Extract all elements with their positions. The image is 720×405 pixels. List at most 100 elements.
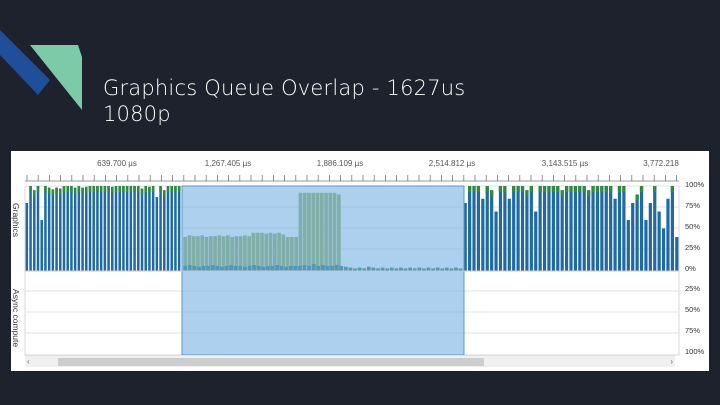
graphics-bar-cap bbox=[529, 186, 533, 192]
profiler-screenshot: Graphics Async compute 639.700 µs 1,267.… bbox=[11, 151, 709, 371]
graphics-bar bbox=[59, 188, 62, 271]
graphics-bar bbox=[133, 186, 136, 271]
graphics-bar-cap bbox=[564, 186, 569, 192]
horizontal-scrollbar[interactable]: ‹ › bbox=[25, 355, 675, 367]
graphics-bar bbox=[494, 211, 498, 271]
graphics-bar bbox=[653, 186, 657, 271]
graphics-bar bbox=[96, 186, 99, 271]
graphics-bar bbox=[582, 186, 586, 271]
graphics-bar-cap bbox=[556, 186, 560, 192]
graphics-bar-cap bbox=[573, 186, 578, 192]
graphics-bar-cap bbox=[73, 187, 77, 194]
graphics-bar-cap bbox=[170, 186, 173, 192]
graphics-bar-cap bbox=[476, 186, 481, 192]
graphics-bar bbox=[62, 186, 66, 271]
graphics-bar-cap bbox=[99, 186, 103, 192]
graphics-bar bbox=[170, 186, 173, 271]
graphics-bar bbox=[107, 186, 110, 271]
scroll-left-button[interactable]: ‹ bbox=[27, 357, 30, 366]
graphics-bar bbox=[151, 186, 155, 271]
graphics-bar-cap bbox=[59, 188, 62, 195]
tick-label: 3,143.515 µs bbox=[541, 159, 589, 168]
graphics-bar-cap bbox=[92, 186, 95, 192]
graphics-bar bbox=[542, 186, 547, 271]
graphics-bar-cap bbox=[512, 186, 516, 192]
scrollbar-thumb[interactable] bbox=[58, 358, 484, 366]
graphics-bar bbox=[675, 237, 679, 271]
graphics-bar-cap bbox=[88, 186, 92, 192]
graphics-bar bbox=[73, 187, 77, 271]
graphics-bar-cap bbox=[622, 186, 626, 192]
tick-label: 2,514.812 µs bbox=[428, 159, 476, 168]
graphics-bar bbox=[118, 186, 121, 271]
graphics-bar bbox=[137, 186, 140, 271]
graphics-bar bbox=[631, 203, 635, 271]
pct-label-async: 100% bbox=[685, 347, 705, 356]
pct-label-graphics: 50% bbox=[685, 222, 701, 231]
graphics-bar bbox=[114, 186, 118, 271]
graphics-bar-cap bbox=[107, 186, 110, 192]
graphics-bar-cap bbox=[148, 186, 151, 193]
graphics-bar-cap bbox=[103, 186, 107, 192]
graphics-bar-cap bbox=[587, 190, 591, 197]
graphics-bar-cap bbox=[582, 186, 586, 192]
corner-decoration bbox=[0, 30, 82, 110]
graphics-bar-cap bbox=[617, 186, 622, 192]
graphics-bar bbox=[648, 203, 652, 271]
graphics-bar bbox=[47, 187, 51, 271]
graphics-bar-cap bbox=[51, 189, 55, 196]
graphics-bar-cap bbox=[516, 186, 520, 192]
graphics-bar bbox=[578, 186, 582, 271]
blue-stripe bbox=[0, 30, 50, 95]
graphics-bar bbox=[81, 187, 84, 271]
pct-label-async: 25% bbox=[685, 284, 701, 293]
graphics-bar bbox=[626, 220, 630, 271]
graphics-bar-cap bbox=[468, 186, 472, 192]
graphics-bar bbox=[40, 220, 43, 271]
graphics-bar bbox=[29, 186, 32, 271]
graphics-bar-cap bbox=[177, 186, 181, 192]
graphics-bar-cap bbox=[551, 186, 555, 192]
pct-label-async: 50% bbox=[685, 305, 701, 314]
graphics-bar bbox=[534, 211, 538, 271]
graphics-bar bbox=[92, 186, 95, 271]
graphics-bar bbox=[516, 186, 520, 271]
graphics-bar-cap bbox=[503, 186, 507, 192]
graphics-bar-cap bbox=[609, 186, 613, 192]
graphics-bar-cap bbox=[542, 186, 547, 192]
graphics-bar bbox=[617, 186, 622, 271]
tick-label: 1,267.405 µs bbox=[204, 159, 252, 168]
graphics-bar-cap bbox=[538, 186, 542, 192]
graphics-bar-cap bbox=[29, 186, 32, 192]
graphics-bar bbox=[569, 186, 573, 271]
pct-label-graphics: 75% bbox=[685, 201, 701, 210]
graphics-bar bbox=[560, 190, 564, 271]
graphics-bar-cap bbox=[525, 190, 529, 197]
graphics-bar-cap bbox=[114, 186, 118, 192]
graphics-bar bbox=[125, 186, 129, 271]
graphics-bar bbox=[155, 197, 159, 271]
graphics-bar bbox=[129, 186, 133, 271]
graphics-bar bbox=[644, 220, 648, 271]
graphics-bar bbox=[525, 190, 529, 271]
graphics-bar bbox=[140, 188, 144, 271]
scroll-right-button[interactable]: › bbox=[670, 357, 673, 366]
graphics-bar-cap bbox=[47, 187, 51, 194]
graphics-bar-cap bbox=[111, 186, 114, 193]
graphics-bar bbox=[670, 186, 674, 271]
graphics-bar-cap bbox=[166, 186, 170, 192]
graphics-bar bbox=[25, 203, 29, 271]
graphics-bar bbox=[485, 186, 489, 271]
pct-label-graphics: 100% bbox=[685, 180, 705, 189]
graphics-bar bbox=[639, 186, 644, 271]
graphics-bar-cap bbox=[520, 186, 525, 192]
tick-label: 1,886.109 µs bbox=[316, 159, 364, 168]
graphics-bar bbox=[503, 186, 507, 271]
graphics-bar bbox=[604, 186, 608, 271]
graphics-bar-cap bbox=[670, 186, 674, 192]
graphics-bar-cap bbox=[129, 186, 133, 192]
graphics-bar-cap bbox=[81, 187, 84, 194]
graphics-bar bbox=[99, 186, 103, 271]
graphics-bar bbox=[476, 186, 481, 271]
graphics-bar bbox=[512, 186, 516, 271]
